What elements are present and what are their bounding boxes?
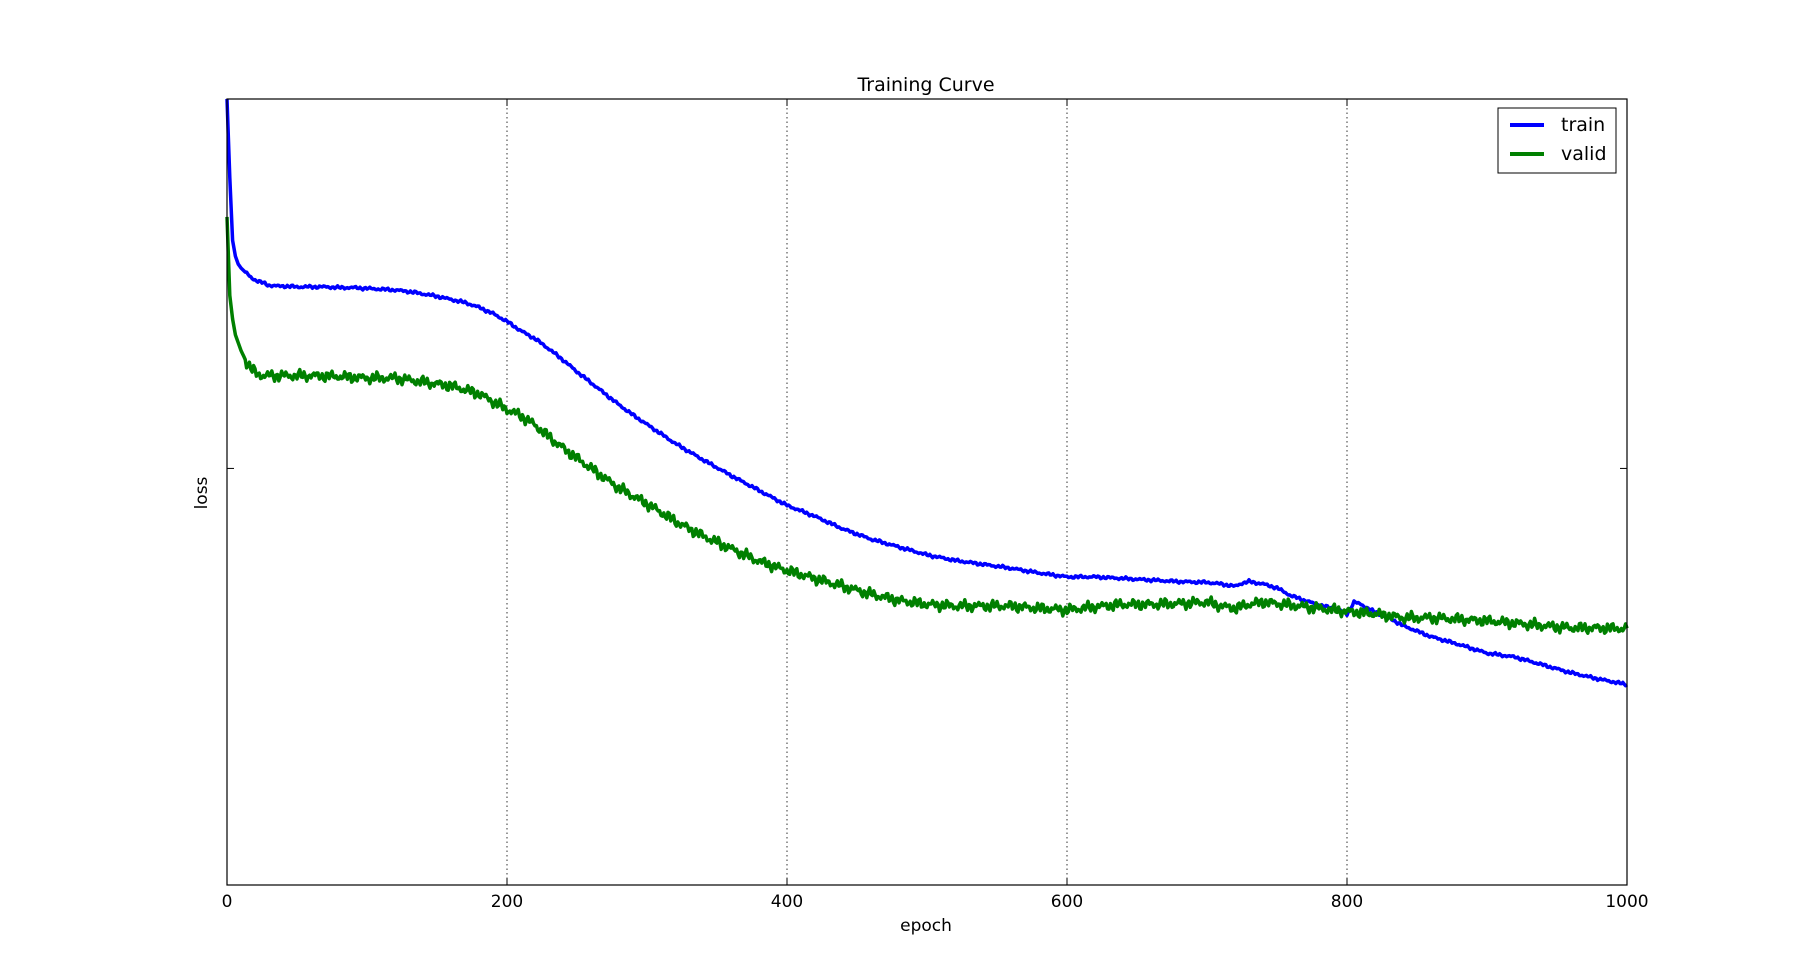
x-tick-label: 200 xyxy=(491,892,523,912)
x-tick-label: 0 xyxy=(222,892,233,912)
x-tick-label: 800 xyxy=(1331,892,1363,912)
x-tick-label: 400 xyxy=(771,892,803,912)
legend-label-train: train xyxy=(1561,114,1605,136)
series-line-valid xyxy=(225,216,1629,635)
x-tick-label: 1000 xyxy=(1605,892,1648,912)
x-axis-label: epoch xyxy=(900,916,952,936)
axis-ticks: 0 200 400 600 800 1000 xyxy=(222,99,1649,912)
legend: train valid xyxy=(1497,107,1617,174)
legend-box xyxy=(1497,107,1617,174)
series-line-train xyxy=(225,98,1629,688)
chart-title: Training Curve xyxy=(856,74,994,96)
plot-area-frame xyxy=(226,98,1628,886)
x-tick-label: 600 xyxy=(1051,892,1083,912)
series-lines xyxy=(225,98,1629,688)
y-axis-label: loss xyxy=(192,476,212,509)
legend-label-valid: valid xyxy=(1561,143,1607,165)
grid-lines xyxy=(506,99,1348,885)
